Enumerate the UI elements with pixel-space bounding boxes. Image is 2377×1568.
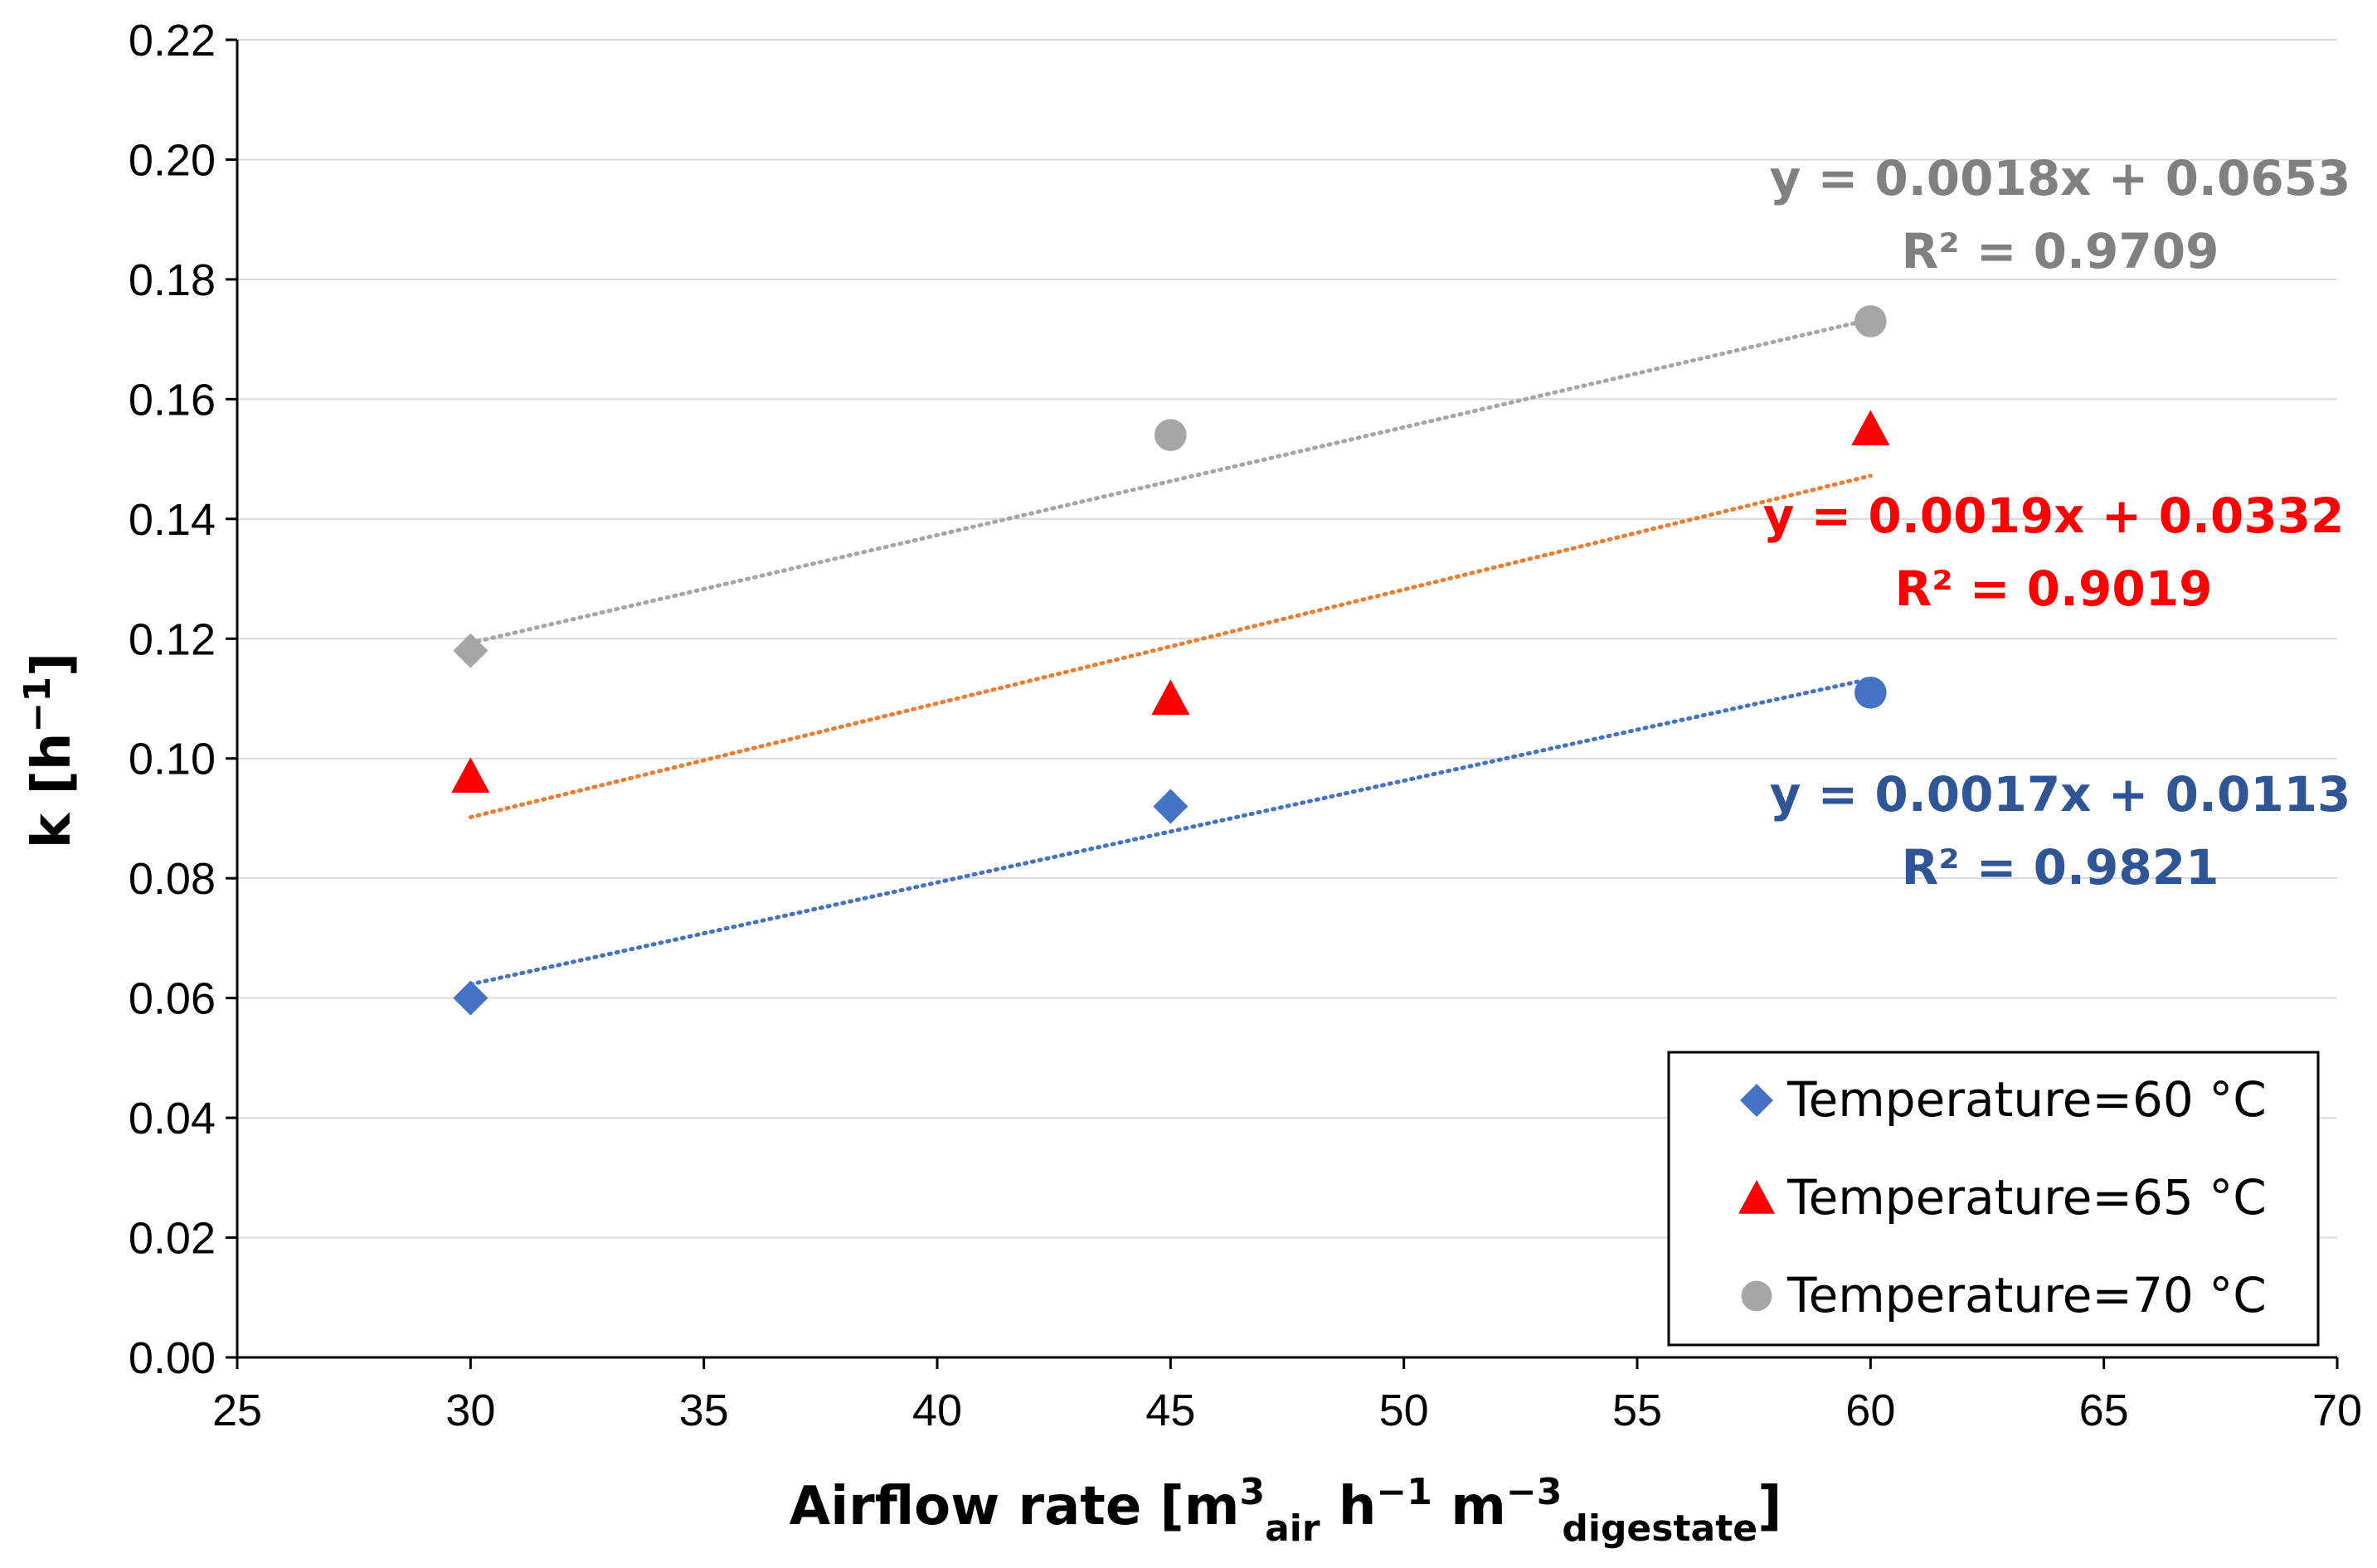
trendline-2 <box>468 317 1873 645</box>
legend-box <box>1667 1051 2320 1347</box>
trendline-0 <box>468 677 1873 987</box>
x-axis-title: Airflow rate [m3air h−1 m−3digestate] <box>790 1471 1782 1550</box>
x-tick-label: 35 <box>679 1386 729 1435</box>
x-tick-label: 40 <box>912 1386 962 1435</box>
x-tick-label: 45 <box>1145 1386 1195 1435</box>
y-tick-label: 0.22 <box>129 16 216 66</box>
data-point <box>1154 419 1187 452</box>
x-tick-label: 55 <box>1612 1386 1662 1435</box>
data-point <box>451 757 490 794</box>
r2-65c: R² = 0.9019 <box>1895 561 2213 617</box>
r2-60c: R² = 0.9821 <box>1902 839 2219 896</box>
data-points <box>451 305 1890 1016</box>
y-tick-label: 0.08 <box>129 854 216 904</box>
y-tick-label: 0.10 <box>129 735 216 784</box>
legend-marker-1 <box>1738 1180 1775 1214</box>
legend: Temperature=60 °C Temperature=65 °C Temp… <box>1667 1051 2320 1347</box>
x-tick-label: 50 <box>1379 1386 1429 1435</box>
data-point <box>1854 676 1887 709</box>
y-tick-label: 0.02 <box>129 1214 216 1264</box>
legend-label-60c: Temperature=60 °C <box>1786 1071 2267 1128</box>
equation-70c: y = 0.0018x + 0.0653 <box>1770 150 2351 206</box>
data-point <box>1851 410 1890 446</box>
legend-marker-2 <box>1741 1280 1772 1312</box>
y-tick-label: 0.06 <box>129 974 216 1024</box>
y-tick-label: 0.16 <box>129 375 216 425</box>
gridlines <box>237 39 2337 1239</box>
y-tick-labels: 0.00 0.02 0.04 0.06 0.08 0.10 0.12 0.14 0.16 0.18… <box>129 16 216 1383</box>
x-tick-label: 60 <box>1845 1386 1895 1435</box>
x-tick-label: 65 <box>2079 1386 2129 1435</box>
x-tick-label: 70 <box>2312 1386 2362 1435</box>
r2-70c: R² = 0.9709 <box>1902 223 2219 279</box>
equation-60c: y = 0.0017x + 0.0113 <box>1770 766 2351 823</box>
data-point <box>1854 305 1887 337</box>
y-axis-title: k [h−1] <box>17 653 83 848</box>
legend-label-70c: Temperature=70 °C <box>1786 1267 2267 1323</box>
data-point <box>453 980 489 1016</box>
axes <box>226 38 2339 1369</box>
data-point <box>1153 789 1188 824</box>
y-tick-label: 0.20 <box>129 135 216 185</box>
x-tick-labels: 25 30 35 40 45 50 55 60 65 70 <box>212 1386 2362 1435</box>
legend-markers <box>1738 1084 1775 1312</box>
equation-65c: y = 0.0019x + 0.0332 <box>1763 488 2345 544</box>
y-tick-label: 0.18 <box>129 255 216 305</box>
trendlines <box>468 317 1873 987</box>
trendline-1 <box>468 473 1873 820</box>
y-tick-label: 0.00 <box>129 1333 216 1383</box>
y-tick-label: 0.12 <box>129 614 216 664</box>
y-tick-label: 0.14 <box>129 495 216 545</box>
x-tick-label: 30 <box>445 1386 495 1435</box>
legend-marker-0 <box>1740 1084 1773 1117</box>
x-tick-label: 25 <box>212 1386 262 1435</box>
y-tick-label: 0.04 <box>129 1094 216 1143</box>
data-point <box>453 633 489 668</box>
legend-label-65c: Temperature=65 °C <box>1786 1169 2267 1226</box>
data-point <box>1151 679 1190 716</box>
